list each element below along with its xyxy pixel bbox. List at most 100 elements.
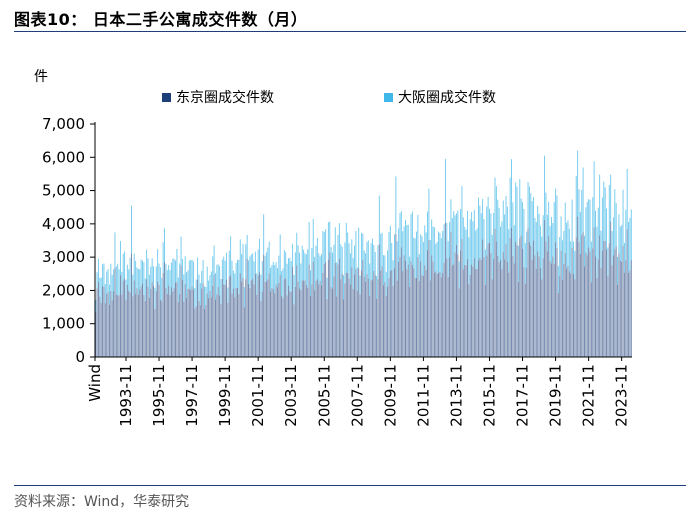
bar-osaka — [260, 274, 262, 302]
bar-osaka — [384, 255, 386, 283]
bar-tokyo — [604, 241, 606, 357]
bar-osaka — [466, 211, 468, 260]
bar-tokyo — [538, 256, 540, 357]
bar-tokyo — [399, 256, 401, 357]
bar-osaka — [150, 266, 152, 289]
bar-osaka — [600, 230, 602, 269]
bar-tokyo — [202, 283, 204, 357]
bar-tokyo — [611, 265, 613, 357]
bar-tokyo — [180, 265, 182, 357]
bar-tokyo — [552, 256, 554, 357]
bar-tokyo — [279, 275, 281, 357]
bar-tokyo — [358, 268, 360, 357]
bar-osaka — [100, 277, 102, 303]
bar-osaka — [198, 274, 200, 301]
bar-tokyo — [487, 243, 489, 357]
bar-osaka — [147, 258, 149, 287]
bar-osaka — [265, 252, 267, 282]
bar-tokyo — [586, 255, 588, 357]
bar-osaka — [389, 225, 391, 271]
bar-osaka — [403, 226, 405, 256]
bar-tokyo — [154, 308, 156, 357]
bar-osaka — [135, 260, 137, 294]
bar-tokyo — [201, 288, 203, 357]
bar-tokyo — [95, 312, 97, 357]
bar-tokyo — [216, 294, 218, 357]
bar-tokyo — [319, 280, 321, 357]
x-tick-label: 2023-11 — [613, 364, 631, 427]
bar-osaka — [181, 258, 183, 280]
bar-tokyo — [161, 301, 163, 357]
bar-tokyo — [203, 309, 205, 357]
bar-tokyo — [402, 271, 404, 357]
bar-tokyo — [615, 246, 617, 357]
bar-osaka — [205, 286, 207, 306]
bar-tokyo — [275, 284, 277, 357]
bar-osaka — [210, 271, 212, 298]
bar-osaka — [578, 189, 580, 242]
bar-tokyo — [417, 256, 419, 357]
bar-tokyo — [261, 291, 263, 357]
bar-tokyo — [457, 254, 459, 357]
bar-tokyo — [523, 267, 525, 357]
bar-tokyo — [292, 266, 294, 357]
bar-osaka — [599, 174, 601, 236]
bar-tokyo — [411, 264, 413, 357]
bar-tokyo — [245, 279, 247, 357]
bar-osaka — [97, 258, 99, 282]
bar-osaka — [224, 260, 226, 285]
bar-osaka — [420, 234, 422, 262]
bar-tokyo — [194, 308, 196, 357]
bar-osaka — [511, 159, 512, 228]
bar-tokyo — [443, 262, 445, 357]
bar-tokyo — [235, 287, 237, 357]
bar-tokyo — [389, 270, 391, 357]
bar-osaka — [102, 264, 104, 287]
bar-tokyo — [465, 265, 467, 357]
bar-tokyo — [581, 235, 583, 357]
bar-tokyo — [432, 261, 434, 357]
bar-tokyo — [237, 287, 238, 357]
bar-tokyo — [578, 241, 580, 357]
bar-osaka — [524, 243, 526, 284]
bar-tokyo — [124, 278, 126, 357]
bar-tokyo — [544, 220, 546, 357]
bar-tokyo — [414, 277, 416, 357]
bar-tokyo — [213, 274, 215, 357]
bar-osaka — [275, 262, 277, 285]
x-tick-label: 2009-11 — [381, 364, 399, 427]
bar-osaka — [548, 201, 550, 237]
bar-osaka — [621, 225, 623, 262]
bar-tokyo — [164, 261, 166, 357]
bar-tokyo — [579, 253, 581, 357]
bar-osaka — [96, 272, 98, 289]
bar-osaka — [230, 236, 232, 276]
bar-osaka — [577, 150, 579, 217]
bar-tokyo — [475, 268, 477, 357]
bar-osaka — [264, 255, 266, 282]
bar-tokyo — [493, 259, 495, 357]
bar-tokyo — [260, 301, 262, 357]
bar-osaka — [332, 252, 333, 289]
bar-osaka — [99, 277, 101, 297]
bar-tokyo — [534, 255, 536, 357]
bar-tokyo — [520, 235, 522, 357]
bar-osaka — [545, 192, 547, 242]
bar-tokyo — [208, 298, 210, 357]
bar-osaka — [209, 275, 211, 291]
bar-osaka — [140, 259, 142, 287]
bar-tokyo — [199, 305, 201, 357]
bar-osaka — [528, 186, 530, 243]
bar-tokyo — [429, 280, 431, 357]
bar-tokyo — [560, 250, 562, 357]
bar-tokyo — [183, 301, 185, 357]
bar-tokyo — [606, 249, 608, 357]
bar-osaka — [232, 270, 234, 289]
bar-chart: 件 东京圈成交件数 大阪圈成交件数 0 1,000 2,000 3,000 4,000 5… — [34, 69, 632, 427]
bar-osaka — [623, 242, 625, 273]
bar-tokyo — [263, 254, 265, 357]
bar-tokyo — [184, 283, 186, 357]
x-tick-label: 2021-11 — [580, 364, 598, 427]
bar-tokyo — [394, 268, 395, 357]
bar-osaka — [400, 211, 402, 248]
